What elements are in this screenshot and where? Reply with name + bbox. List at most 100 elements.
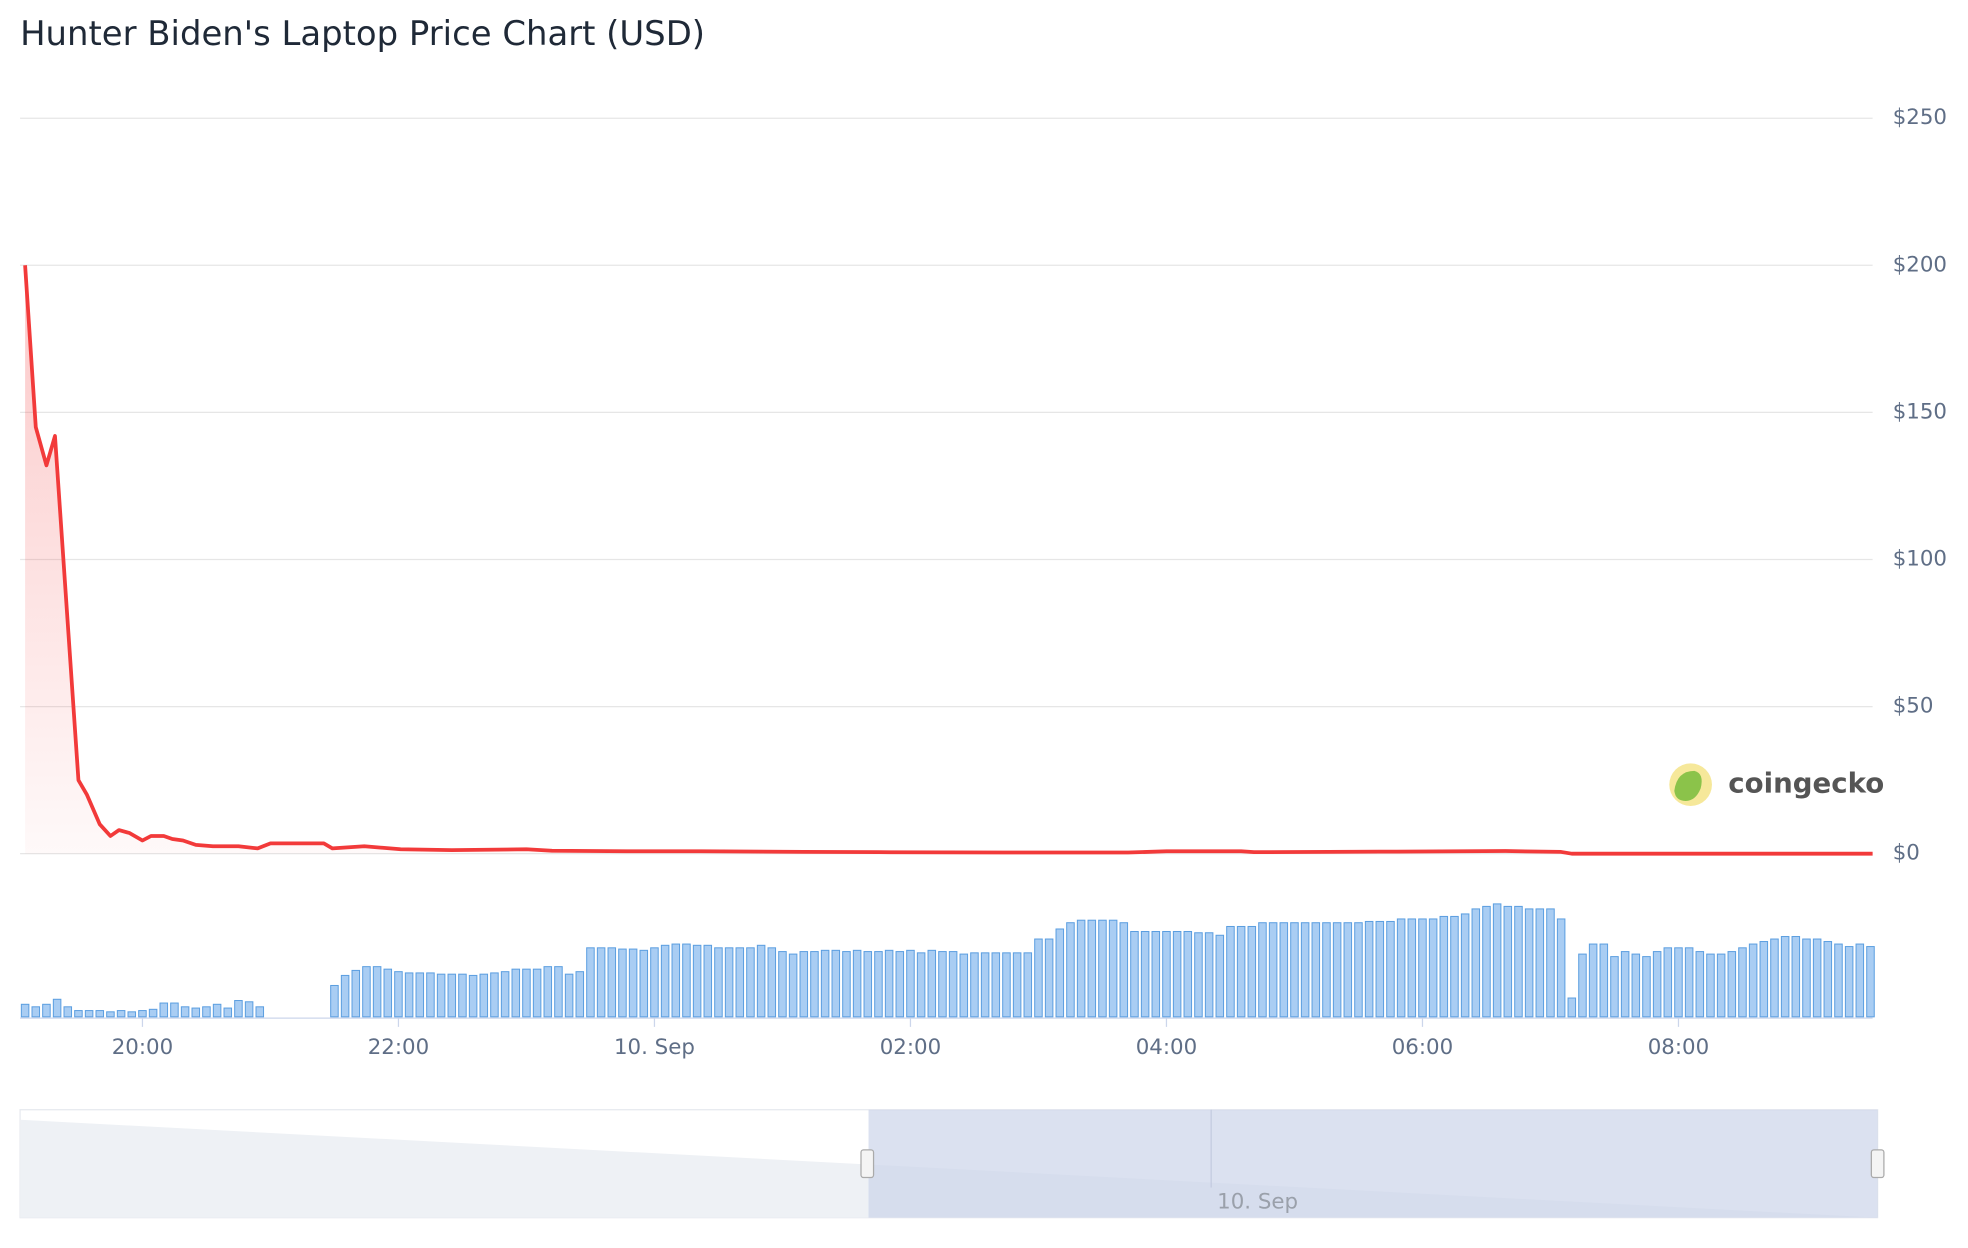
watermark-logo-gecko (1674, 770, 1702, 801)
volume-bar (330, 984, 339, 1018)
volume-bar (788, 953, 798, 1018)
volume-bar (746, 947, 755, 1018)
volume-bar (692, 944, 702, 1018)
volume-bar (671, 943, 681, 1018)
volume-bar (618, 948, 627, 1018)
volume-bar (1098, 919, 1107, 1018)
volume-bar (1076, 919, 1086, 1018)
volume-bar (660, 944, 670, 1018)
volume-bar (202, 1006, 211, 1018)
volume-bar (1204, 932, 1214, 1018)
volume-bar (1834, 943, 1843, 1018)
volume-bar (1610, 956, 1619, 1018)
volume-bar (1354, 922, 1363, 1018)
navigator-handle-left[interactable] (860, 1149, 875, 1179)
volume-bar (1311, 922, 1321, 1018)
volume-bar (244, 1001, 254, 1018)
volume-bar (927, 949, 937, 1018)
volume-bar (1418, 918, 1427, 1018)
volume-bar (1194, 932, 1203, 1018)
x-tick-label: 08:00 (1648, 1035, 1709, 1060)
volume-bar (84, 1010, 94, 1018)
volume-bar (372, 966, 382, 1018)
navigator-label: 10. Sep (1217, 1190, 1298, 1215)
volume-bar (586, 947, 595, 1018)
navigator-handle-right[interactable] (1870, 1149, 1885, 1179)
volume-bar (1428, 918, 1438, 1018)
y-tick-label: $250 (1893, 105, 1947, 130)
volume-bar (1044, 938, 1054, 1018)
volume-bar (1364, 920, 1374, 1018)
volume-bar (1620, 951, 1630, 1018)
volume-bar (1290, 922, 1299, 1018)
volume-bar (1738, 947, 1747, 1018)
volume-bar (170, 1002, 179, 1018)
navigator-selection[interactable] (868, 1109, 1878, 1218)
volume-bar (799, 951, 809, 1018)
volume-bar (1172, 930, 1182, 1018)
volume-bar (1066, 922, 1075, 1018)
volume-bar (500, 971, 510, 1018)
volume-bar (63, 1006, 73, 1018)
volume-bar (426, 972, 435, 1018)
volume-bar (714, 947, 723, 1018)
volume-bar (1002, 952, 1011, 1018)
volume-bar (1770, 938, 1779, 1018)
navigator[interactable]: 10. Sep (19, 1109, 1885, 1219)
volume-bar (458, 973, 467, 1018)
volume-bar (874, 951, 883, 1018)
y-tick-label: $0 (1893, 841, 1920, 866)
volume-bar (938, 951, 947, 1018)
chart-title: Hunter Biden's Laptop Price Chart (USD) (20, 14, 705, 53)
volume-bar (916, 952, 926, 1018)
volume-bar (1322, 922, 1331, 1018)
volume-bar (52, 998, 62, 1018)
volume-bar (1674, 947, 1683, 1018)
volume-bar (138, 1010, 147, 1018)
volume-bar (223, 1007, 233, 1018)
volume-bar (1791, 936, 1801, 1018)
volume-bar (1183, 930, 1193, 1018)
volume-bar (106, 1011, 115, 1018)
volume-bar (95, 1010, 105, 1018)
volume-bar (394, 971, 403, 1018)
volume-bar (1823, 941, 1833, 1018)
volume-bar (1140, 930, 1150, 1018)
volume-bar (906, 949, 915, 1018)
volume-bar (511, 968, 521, 1018)
volume-bar (1151, 930, 1161, 1018)
volume-bar (468, 974, 478, 1018)
volume-bar (1332, 922, 1342, 1018)
volume-bar (404, 972, 414, 1018)
volume-bar (1386, 920, 1395, 1018)
volume-bar (863, 951, 873, 1018)
volume-bar (1460, 913, 1470, 1018)
volume-bar (1119, 922, 1129, 1018)
x-tick-label: 10. Sep (614, 1035, 695, 1060)
volume-bar (1727, 951, 1737, 1018)
volume-bar (1268, 922, 1278, 1018)
volume-bar (1588, 943, 1598, 1018)
volume-bar (479, 973, 489, 1018)
volume-bar (255, 1006, 265, 1018)
volume-bar (1215, 934, 1225, 1018)
volume-bar (1087, 919, 1097, 1018)
volume-bar (756, 944, 766, 1018)
volume-bar (1439, 915, 1449, 1018)
volume-bar (948, 951, 958, 1018)
volume-bar (1567, 997, 1577, 1018)
volume-bar (1663, 947, 1673, 1018)
volume-bar (991, 952, 1001, 1018)
navigator-series (20, 1119, 1878, 1218)
volume-bar (831, 949, 841, 1018)
volume-bar (1247, 925, 1257, 1018)
volume-bar (1599, 943, 1609, 1018)
volume-bar (490, 972, 499, 1018)
volume-bar (1748, 943, 1758, 1018)
volume-bar (1375, 920, 1385, 1018)
volume-bar (1780, 936, 1790, 1018)
volume-bar (1130, 930, 1139, 1018)
volume-bar (1556, 918, 1566, 1018)
price-line (23, 265, 1873, 856)
volume-bar (767, 947, 777, 1018)
